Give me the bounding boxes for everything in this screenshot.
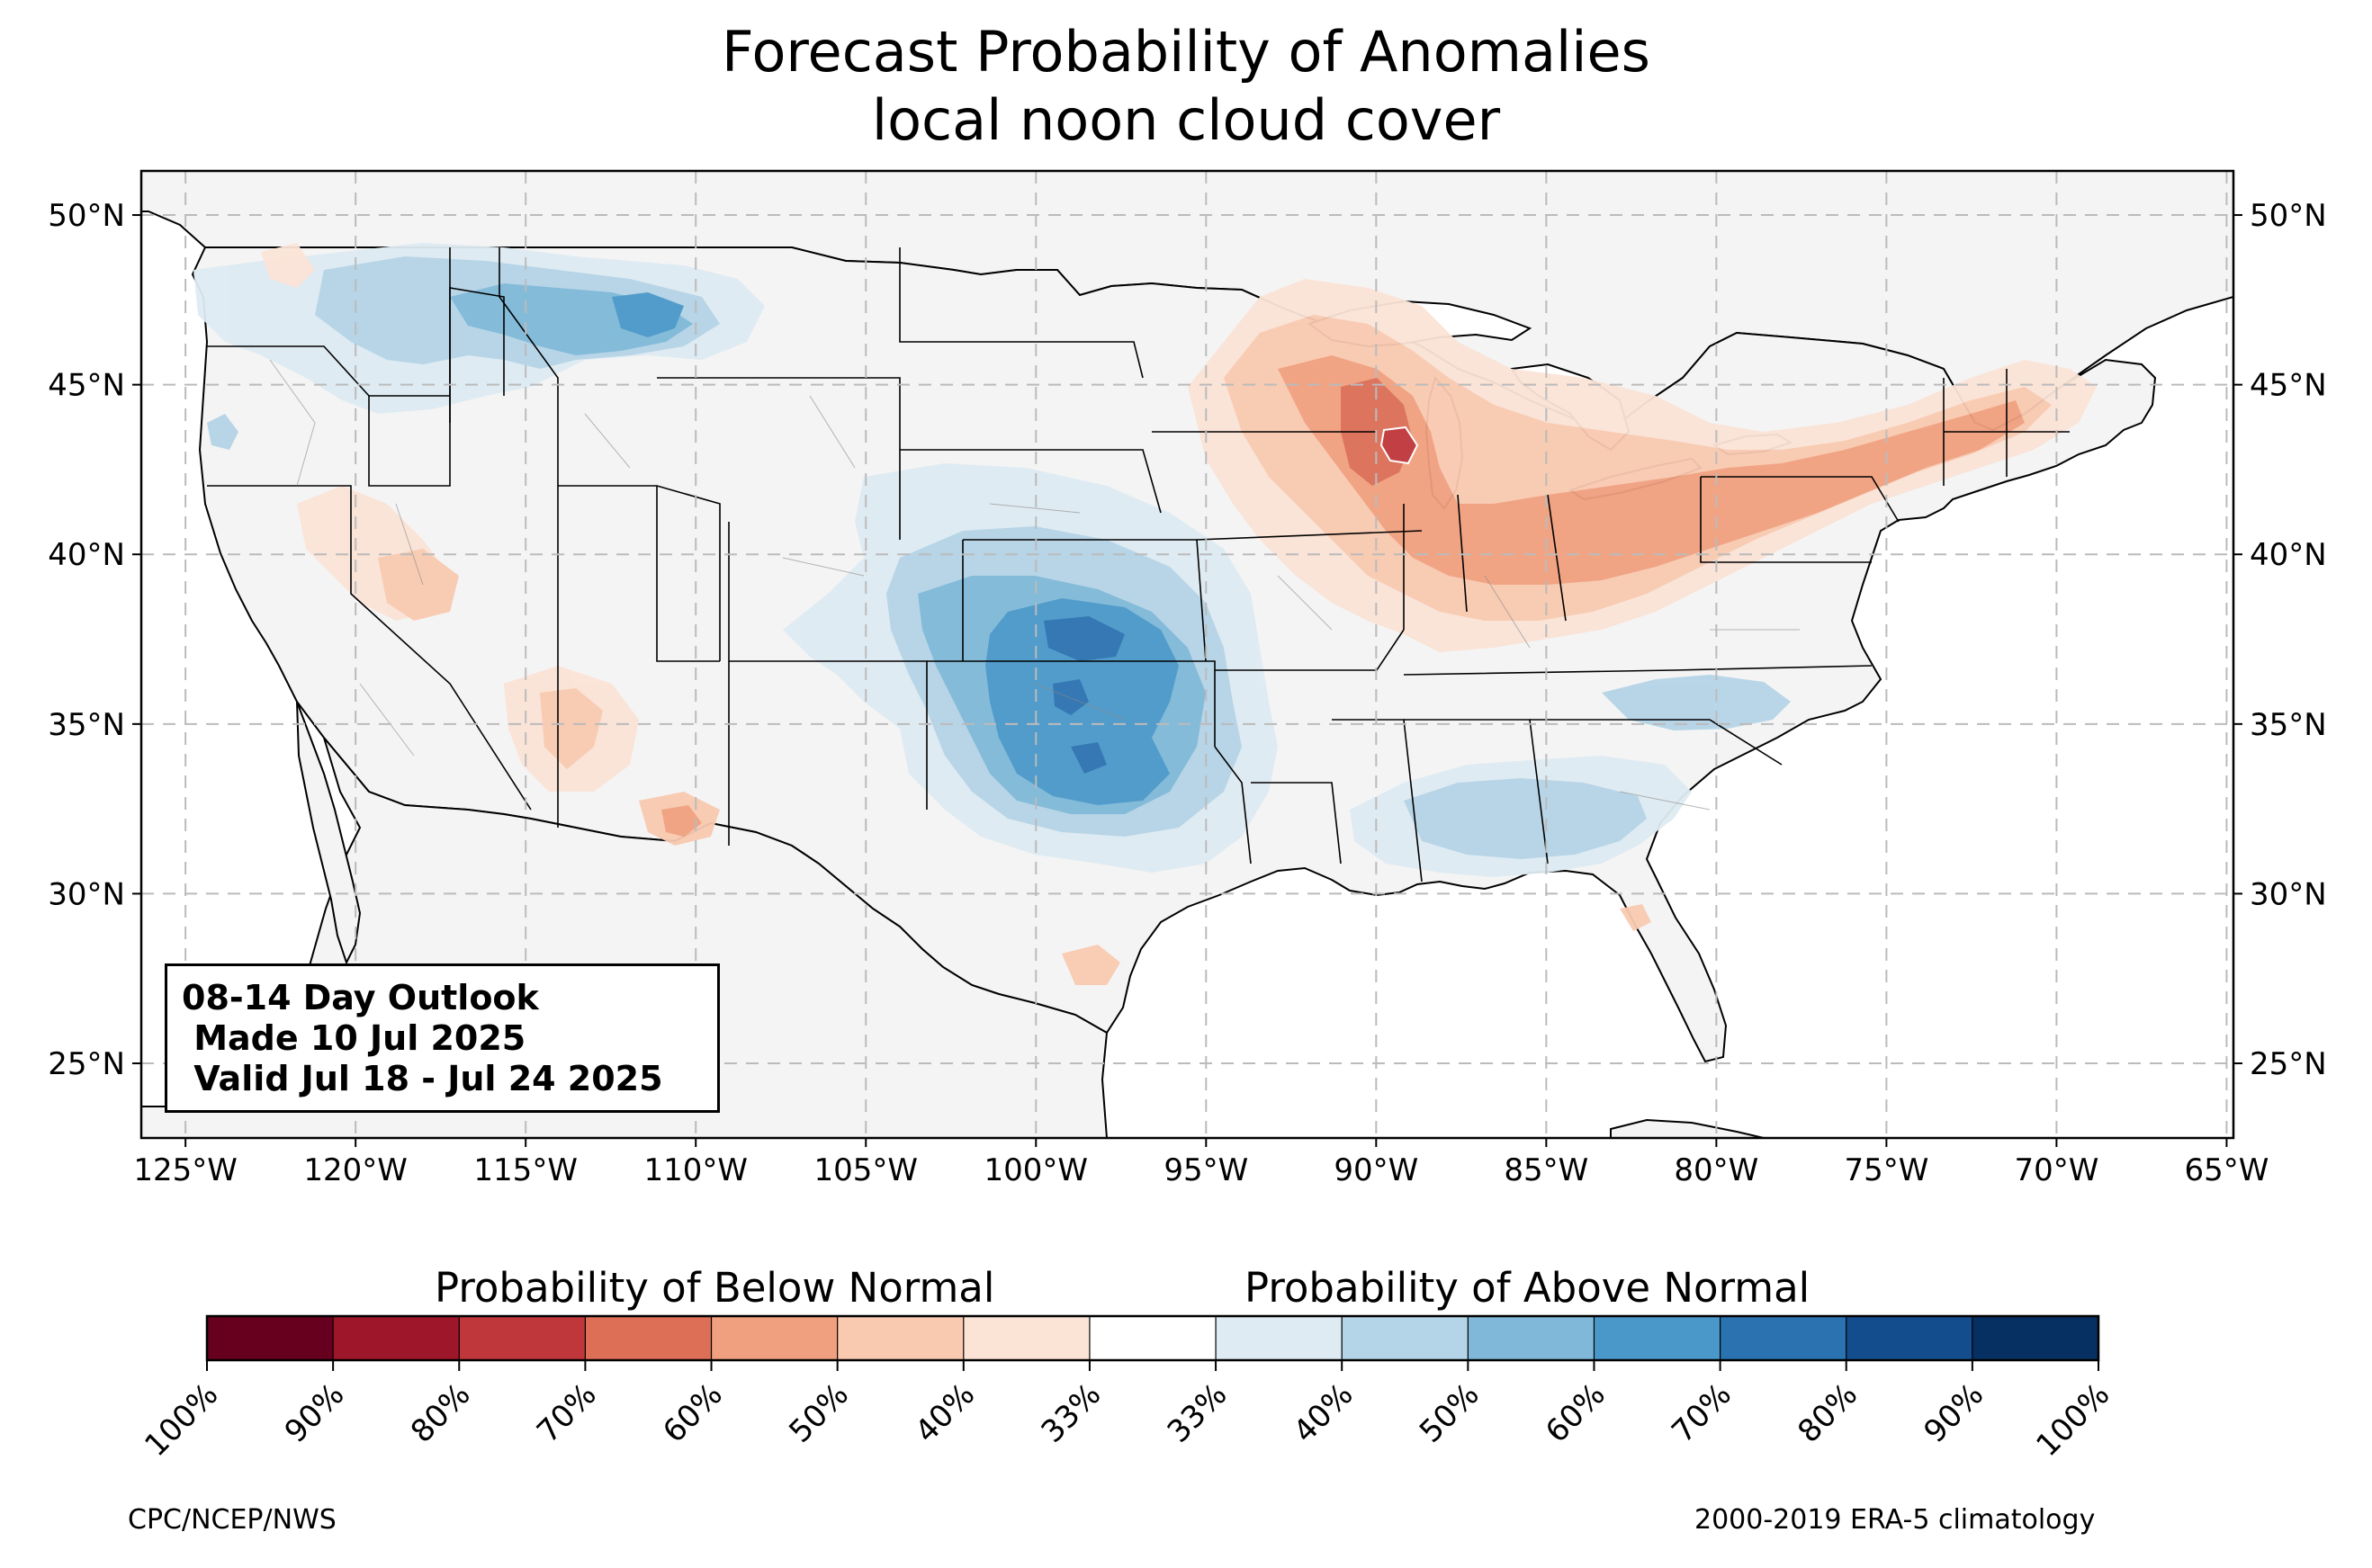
land-cuba — [1610, 1118, 1765, 1138]
colorbar-frame — [205, 1314, 2100, 1362]
axis-labels: 125°W 120°W 115°W 110°W 105°W 100°W 95°W 90°W 85… — [48, 198, 2326, 1188]
above-normal-label: Probability of Above Normal — [1244, 1264, 1810, 1312]
map-frame — [139, 169, 2235, 1140]
colorbar-tick-label: 33% — [1161, 1376, 1235, 1450]
colorbar-swatch — [963, 1316, 1091, 1360]
colorbar-swatch — [711, 1316, 839, 1360]
above-normal-shading — [193, 243, 1791, 877]
colorbar-tick-label: 70% — [1665, 1376, 1739, 1450]
colorbar-tick-label: 100% — [138, 1376, 225, 1464]
outlook-line-2: Made 10 Jul 2025 — [182, 1018, 526, 1058]
colorbar-swatch — [333, 1316, 460, 1360]
colorbar-tick-label: 50% — [1413, 1376, 1487, 1450]
lat-label-right: 25°N — [2250, 1046, 2327, 1082]
colorbar-tick-label: 60% — [656, 1376, 730, 1450]
colorbar-tick-label: 40% — [908, 1376, 982, 1450]
footer-left: CPC/NCEP/NWS — [128, 1504, 337, 1536]
lon-label: 115°W — [473, 1152, 578, 1188]
colorbar-swatch — [1972, 1316, 2099, 1360]
colorbar-swatch — [1846, 1316, 1973, 1360]
footer-right: 2000-2019 ERA-5 climatology — [1694, 1504, 2096, 1536]
lon-label: 70°W — [2014, 1152, 2098, 1188]
lon-label: 125°W — [133, 1152, 238, 1188]
lat-label-left: 45°N — [48, 368, 125, 404]
lon-label: 105°W — [813, 1152, 918, 1188]
colorbar-tick-label: 50% — [782, 1376, 856, 1450]
colorbar-swatch — [1089, 1316, 1217, 1360]
lat-label-left: 25°N — [48, 1046, 125, 1082]
colorbar-swatch — [837, 1316, 965, 1360]
lon-label: 120°W — [303, 1152, 408, 1188]
colorbar-tick-label: 40% — [1287, 1376, 1361, 1450]
land-baja — [296, 701, 362, 965]
colorbar-tick-label: 100% — [2029, 1376, 2116, 1464]
colorbar-swatch — [1342, 1316, 1469, 1360]
lat-label-right: 50°N — [2250, 198, 2327, 234]
colorbar-swatch — [207, 1316, 334, 1360]
colorbar: 100% 90% 80% 70% 60% 50% 40% 33% 33% 40% 50% 60% 70%… — [138, 1314, 2116, 1464]
colorbar-swatch — [1594, 1316, 1721, 1360]
chart-title: Forecast Probability of Anomalies local … — [0, 18, 2372, 155]
lon-label: 85°W — [1504, 1152, 1588, 1188]
lat-label-right: 35°N — [2250, 707, 2327, 743]
outlook-line-1: 08-14 Day Outlook — [182, 978, 539, 1017]
colorbar-swatch — [1468, 1316, 1595, 1360]
lat-label-right: 30°N — [2250, 876, 2327, 912]
county-lines — [269, 359, 1800, 811]
outlook-info-box: 08-14 Day Outlook Made 10 Jul 2025 Valid… — [165, 963, 720, 1113]
lat-label-left: 35°N — [48, 707, 125, 743]
state-borders — [207, 247, 2070, 883]
below-normal-shading — [261, 243, 2097, 985]
lon-label: 110°W — [643, 1152, 748, 1188]
lat-label-right: 40°N — [2250, 537, 2327, 573]
colorbar-tick-label: 60% — [1539, 1376, 1613, 1450]
colorbar-swatch — [459, 1316, 586, 1360]
lon-label: 75°W — [1844, 1152, 1928, 1188]
colorbar-tick-label: 70% — [530, 1376, 604, 1450]
lon-label: 95°W — [1164, 1152, 1248, 1188]
outlook-line-3: Valid Jul 18 - Jul 24 2025 — [182, 1059, 663, 1098]
colorbar-tick-label: 80% — [1791, 1376, 1864, 1450]
colorbar-tick-label: 90% — [1918, 1376, 1991, 1450]
lat-label-left: 30°N — [48, 876, 125, 912]
title-line-1: Forecast Probability of Anomalies — [722, 19, 1650, 85]
lon-label: 65°W — [2184, 1152, 2269, 1188]
lon-label: 100°W — [984, 1152, 1089, 1188]
lon-label: 90°W — [1334, 1152, 1418, 1188]
lat-label-left: 40°N — [48, 537, 125, 573]
lat-label-left: 50°N — [48, 198, 125, 234]
below-normal-label: Probability of Below Normal — [435, 1264, 995, 1312]
colorbar-tick-label: 90% — [278, 1376, 352, 1450]
colorbar-swatch — [585, 1316, 713, 1360]
colorbar-swatch — [1720, 1316, 1847, 1360]
lat-label-right: 45°N — [2250, 368, 2327, 404]
colorbar-tick-label: 33% — [1035, 1376, 1109, 1450]
colorbar-tick-label: 80% — [404, 1376, 478, 1450]
lon-label: 80°W — [1674, 1152, 1758, 1188]
title-line-2: local noon cloud cover — [871, 87, 1501, 153]
colorbar-swatch — [1216, 1316, 1343, 1360]
